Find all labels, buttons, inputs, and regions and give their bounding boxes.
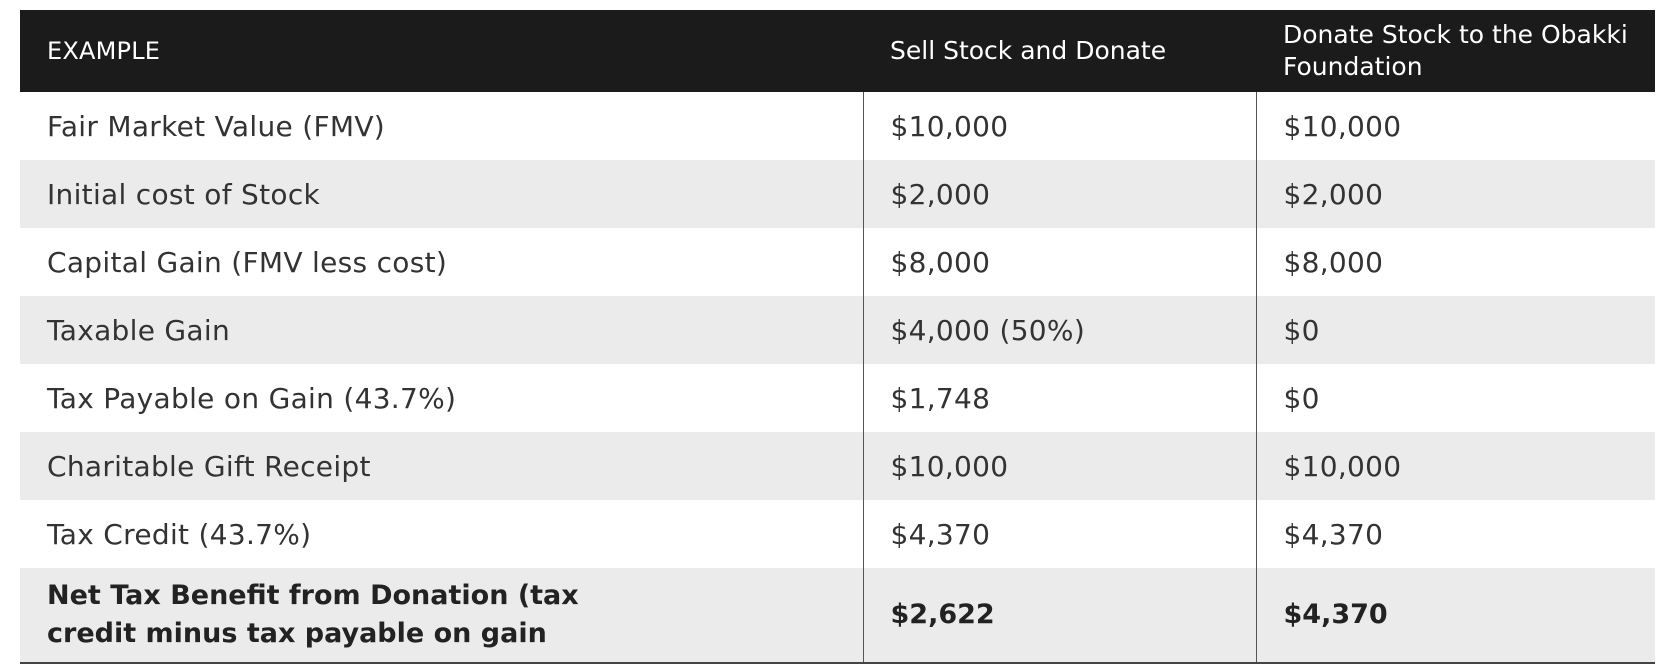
row-label: Tax Credit (43.7%) xyxy=(20,500,863,568)
row-label: Capital Gain (FMV less cost) xyxy=(20,228,863,296)
header-sell-stock: Sell Stock and Donate xyxy=(863,10,1256,92)
row-label: Taxable Gain xyxy=(20,296,863,364)
header-donate-stock: Donate Stock to the Obakki Foundation xyxy=(1256,10,1655,92)
table-row: Taxable Gain $4,000 (50%) $0 xyxy=(20,296,1655,364)
table-header: EXAMPLE Sell Stock and Donate Donate Sto… xyxy=(20,10,1655,92)
sell-value: $10,000 xyxy=(862,432,1256,500)
donate-value: $8,000 xyxy=(1255,228,1655,296)
sell-value: $10,000 xyxy=(862,92,1256,160)
table-row: Capital Gain (FMV less cost) $8,000 $8,0… xyxy=(20,228,1655,296)
table-row: Charitable Gift Receipt $10,000 $10,000 xyxy=(20,432,1655,500)
total-row: Net Tax Benefit from Donation (tax credi… xyxy=(20,568,1655,662)
table-row: Initial cost of Stock $2,000 $2,000 xyxy=(20,160,1655,228)
donate-value: $0 xyxy=(1255,364,1655,432)
table-row: Tax Payable on Gain (43.7%) $1,748 $0 xyxy=(20,364,1655,432)
donate-value: $0 xyxy=(1255,296,1655,364)
row-label: Initial cost of Stock xyxy=(20,160,863,228)
header-example: EXAMPLE xyxy=(20,10,863,92)
table-body: Fair Market Value (FMV) $10,000 $10,000 … xyxy=(20,92,1655,662)
sell-value: $8,000 xyxy=(862,228,1256,296)
sell-value: $4,370 xyxy=(862,500,1256,568)
bottom-rule xyxy=(20,662,1655,664)
sell-value: $1,748 xyxy=(862,364,1256,432)
table-row: Tax Credit (43.7%) $4,370 $4,370 xyxy=(20,500,1655,568)
donate-value: $10,000 xyxy=(1255,92,1655,160)
donate-value: $10,000 xyxy=(1255,432,1655,500)
row-label: Fair Market Value (FMV) xyxy=(20,92,863,160)
table-row: Fair Market Value (FMV) $10,000 $10,000 xyxy=(20,92,1655,160)
row-label: Charitable Gift Receipt xyxy=(20,432,863,500)
header-row: EXAMPLE Sell Stock and Donate Donate Sto… xyxy=(20,10,1655,92)
sell-value: $2,000 xyxy=(862,160,1256,228)
total-sell-value: $2,622 xyxy=(862,568,1256,662)
total-label: Net Tax Benefit from Donation (tax credi… xyxy=(20,568,863,662)
comparison-table-container: EXAMPLE Sell Stock and Donate Donate Sto… xyxy=(20,10,1655,664)
donate-value: $4,370 xyxy=(1255,500,1655,568)
donate-value: $2,000 xyxy=(1255,160,1655,228)
total-donate-value: $4,370 xyxy=(1255,568,1655,662)
sell-value: $4,000 (50%) xyxy=(862,296,1256,364)
row-label: Tax Payable on Gain (43.7%) xyxy=(20,364,863,432)
stock-donation-comparison-table: EXAMPLE Sell Stock and Donate Donate Sto… xyxy=(20,10,1655,662)
